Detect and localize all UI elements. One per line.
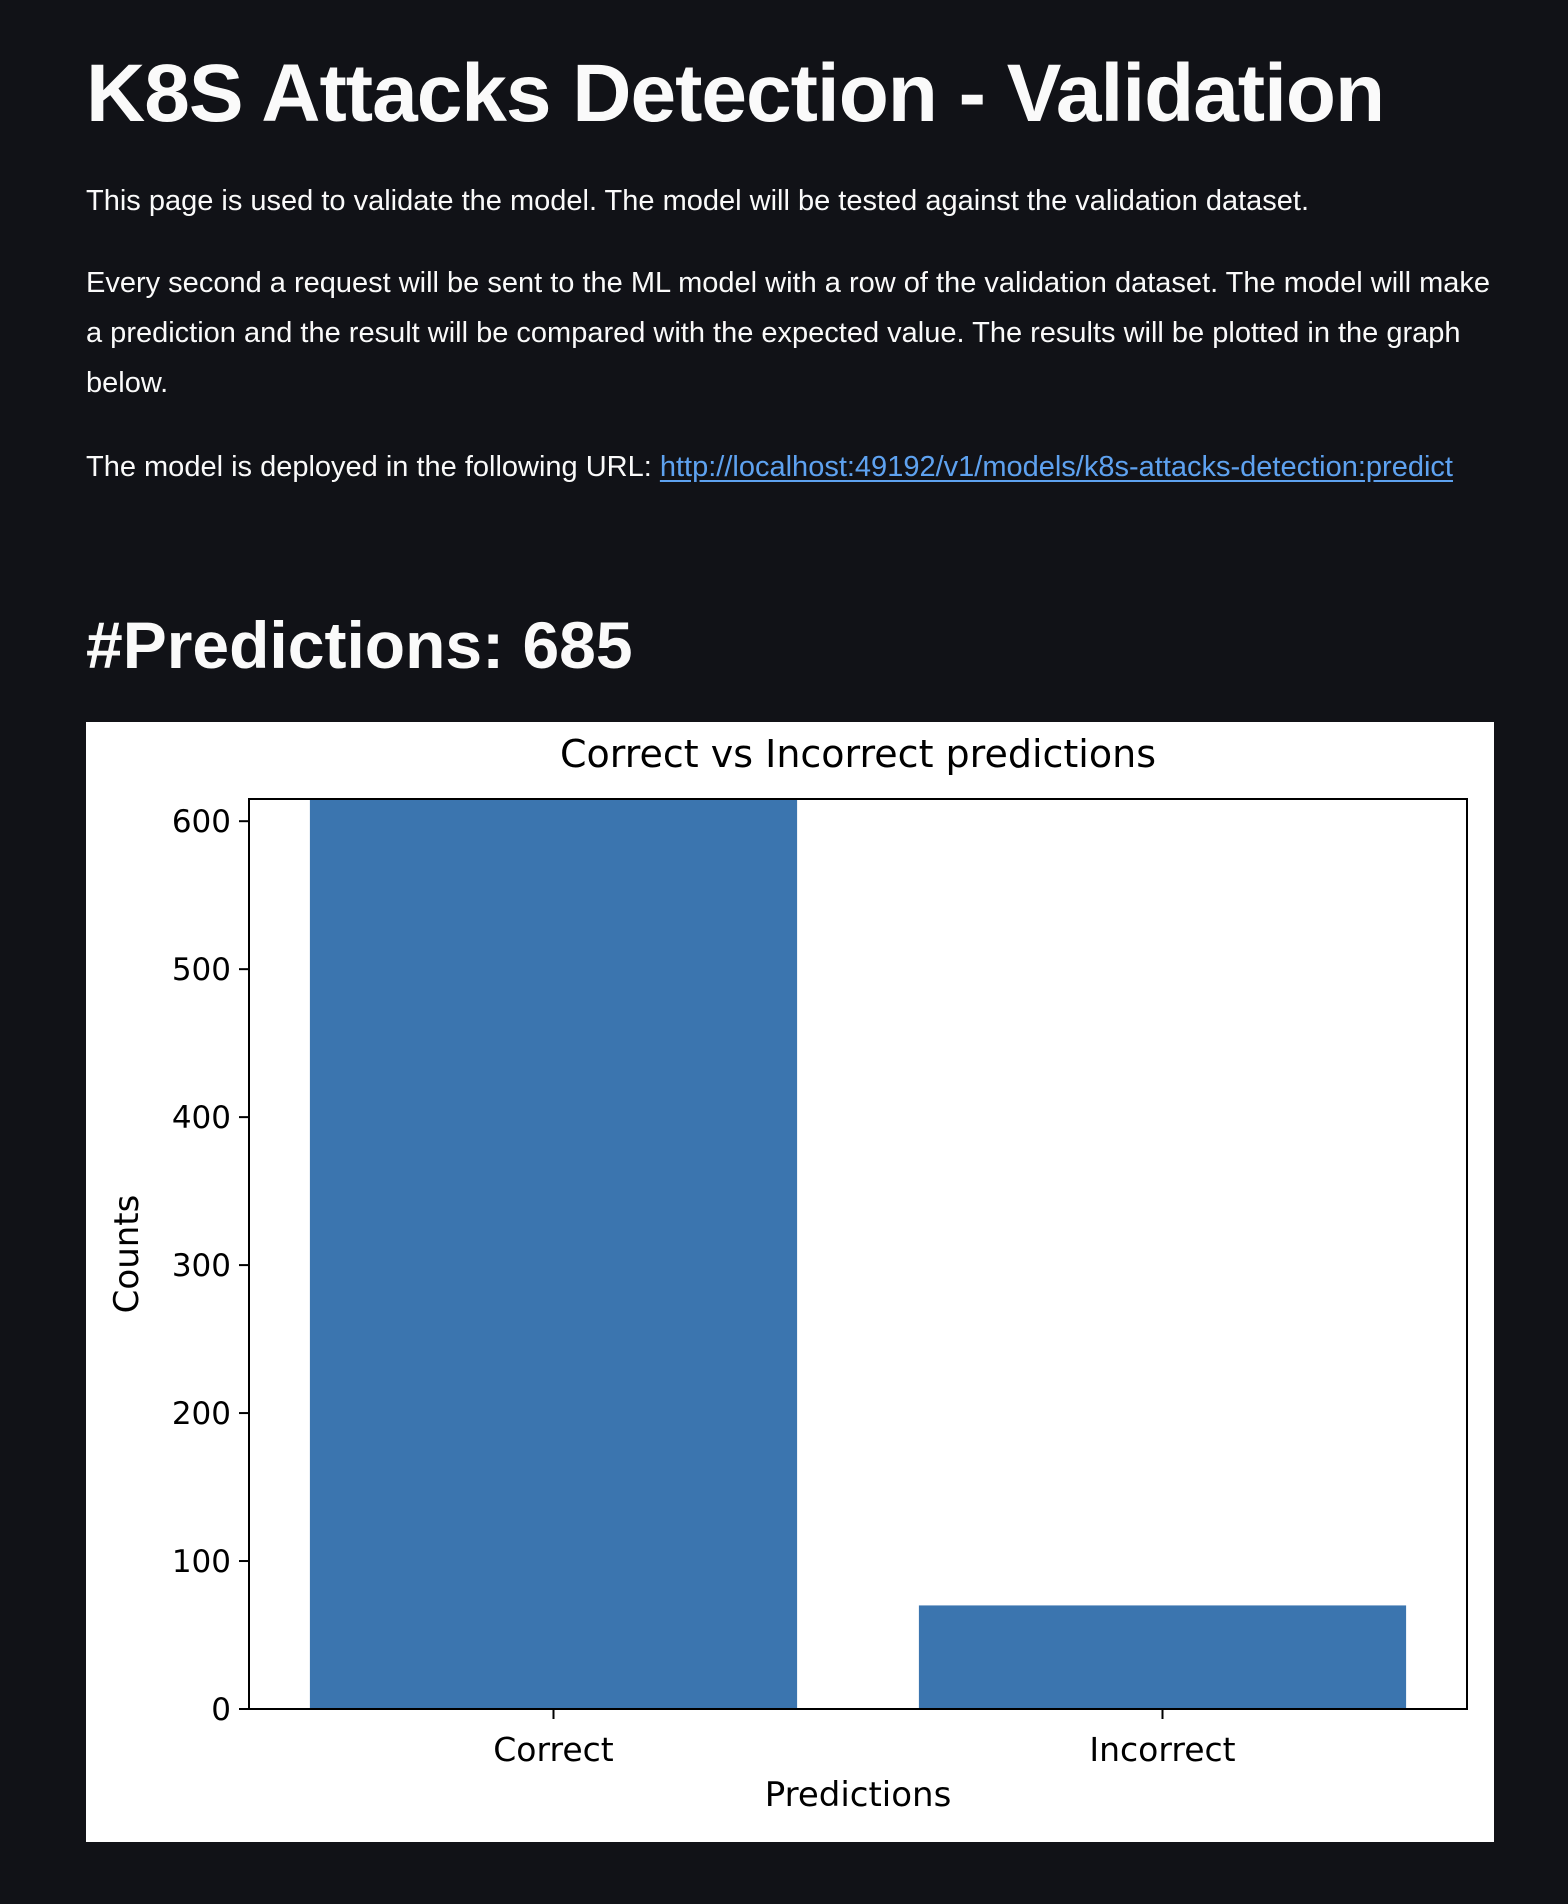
y-tick-label: 0 — [211, 1692, 231, 1728]
chart-canvas: Correct vs Incorrect predictions 0 100 200… — [107, 732, 1468, 1815]
x-axis-label: Predictions — [765, 1775, 952, 1815]
y-tick-label: 300 — [172, 1248, 231, 1284]
x-tick-label: Incorrect — [1089, 1730, 1235, 1769]
bar-incorrect — [918, 1605, 1407, 1709]
x-axis-ticks: Correct Incorrect — [493, 1709, 1236, 1769]
y-axis-ticks: 0 100 200 300 400 500 600 — [172, 804, 249, 1728]
bars-group — [309, 799, 1407, 1709]
predictions-count-heading: #Predictions: 685 — [86, 608, 633, 682]
y-tick-label: 600 — [172, 804, 231, 840]
chart-title: Correct vs Incorrect predictions — [560, 732, 1156, 776]
plot-frame — [248, 798, 1468, 1710]
page-title: K8S Attacks Detection - Validation — [86, 48, 1385, 139]
x-tick-label: Correct — [493, 1730, 614, 1769]
model-url-label: The model is deployed in the following U… — [86, 451, 652, 483]
description-paragraph: Every second a request will be sent to t… — [86, 267, 1490, 399]
y-tick-label: 100 — [172, 1544, 231, 1580]
y-axis-label: Counts — [107, 1195, 147, 1314]
bar-correct — [309, 799, 798, 1709]
y-tick-label: 400 — [172, 1100, 231, 1136]
model-url-paragraph: The model is deployed in the following U… — [86, 442, 1496, 492]
model-url-link[interactable]: http://localhost:49192/v1/models/k8s-att… — [659, 451, 1453, 483]
intro-paragraph: This page is used to validate the model.… — [86, 185, 1310, 217]
y-tick-label: 500 — [172, 952, 231, 988]
y-tick-label: 200 — [172, 1396, 231, 1432]
prediction-chart: Correct vs Incorrect predictions 0 100 200… — [86, 722, 1494, 1842]
